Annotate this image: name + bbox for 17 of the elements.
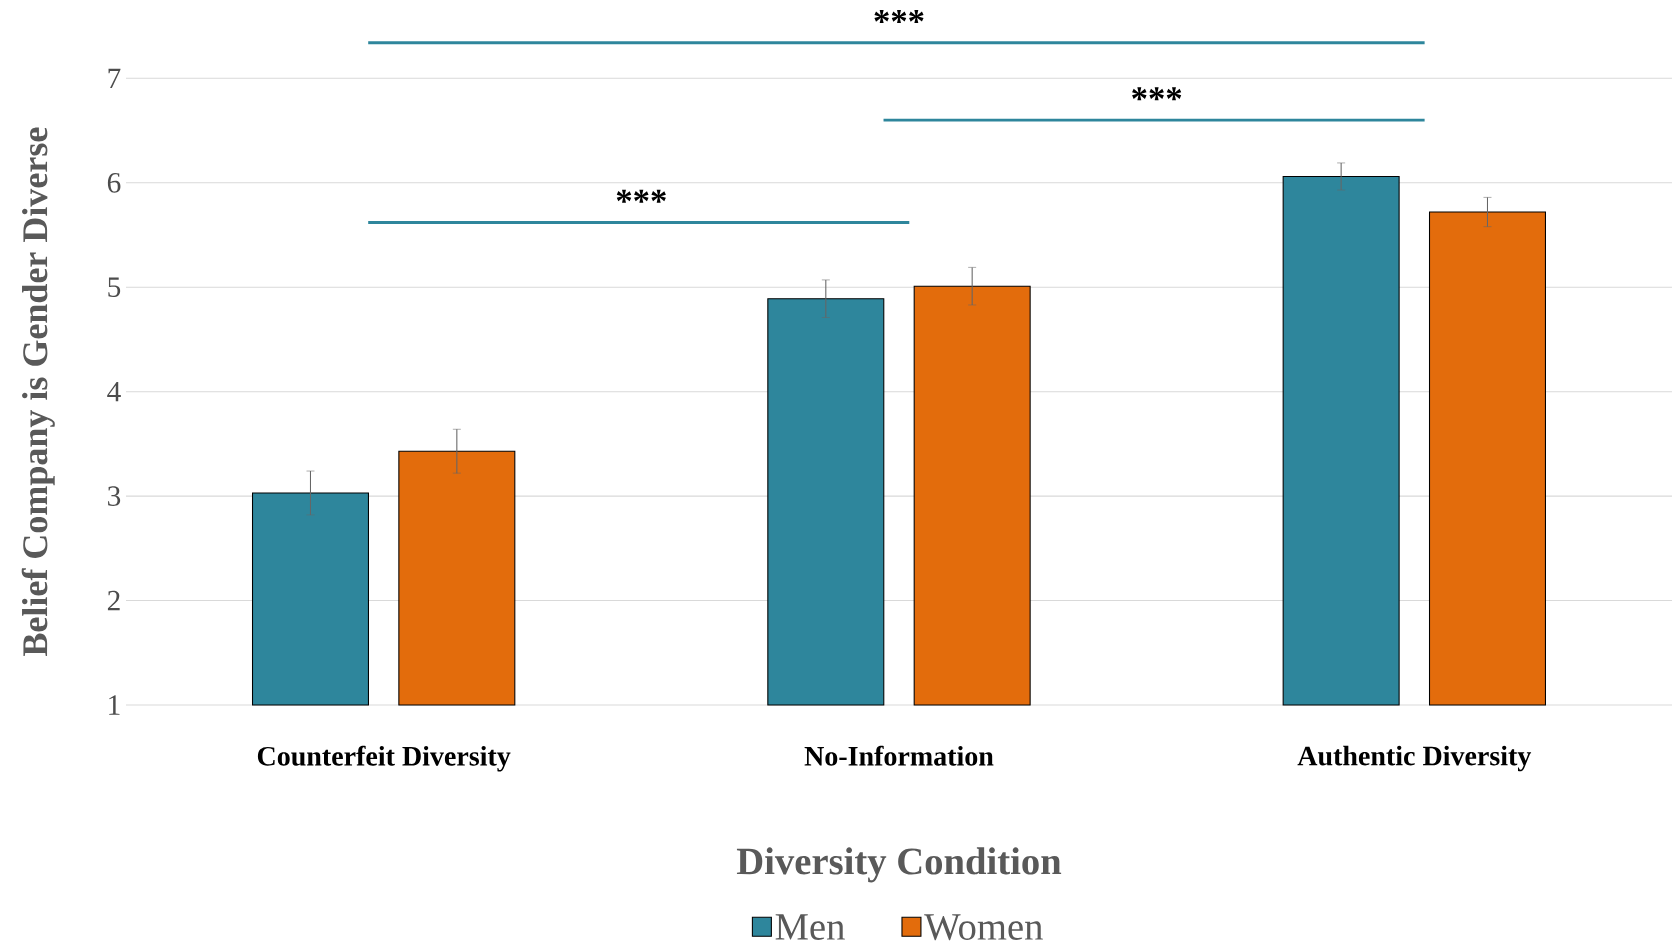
x-tick-label: No-Information — [804, 745, 994, 766]
legend-label: Women — [924, 914, 1043, 941]
y-axis-title: Belief Company is Gender Diverse — [21, 127, 55, 657]
legend-label: Men — [775, 914, 845, 940]
y-tick-label: 3 — [108, 486, 121, 506]
y-tick-label: 5 — [108, 277, 121, 297]
annotation: *** — [616, 189, 666, 203]
y-tick-label: 2 — [107, 590, 120, 611]
x-tick-label: Counterfeit Diversity — [257, 745, 511, 772]
x-tick-label: Authentic Diversity — [1297, 745, 1532, 772]
y-tick-label: 7 — [108, 68, 121, 88]
annotation: *** — [1132, 87, 1182, 101]
y-tick-label: 6 — [107, 172, 121, 193]
x-axis-title: Diversity Condition — [736, 847, 1062, 883]
y-tick-label: 4 — [107, 382, 121, 402]
y-tick-label: 1 — [109, 695, 120, 715]
text: *** — [874, 10, 924, 24]
